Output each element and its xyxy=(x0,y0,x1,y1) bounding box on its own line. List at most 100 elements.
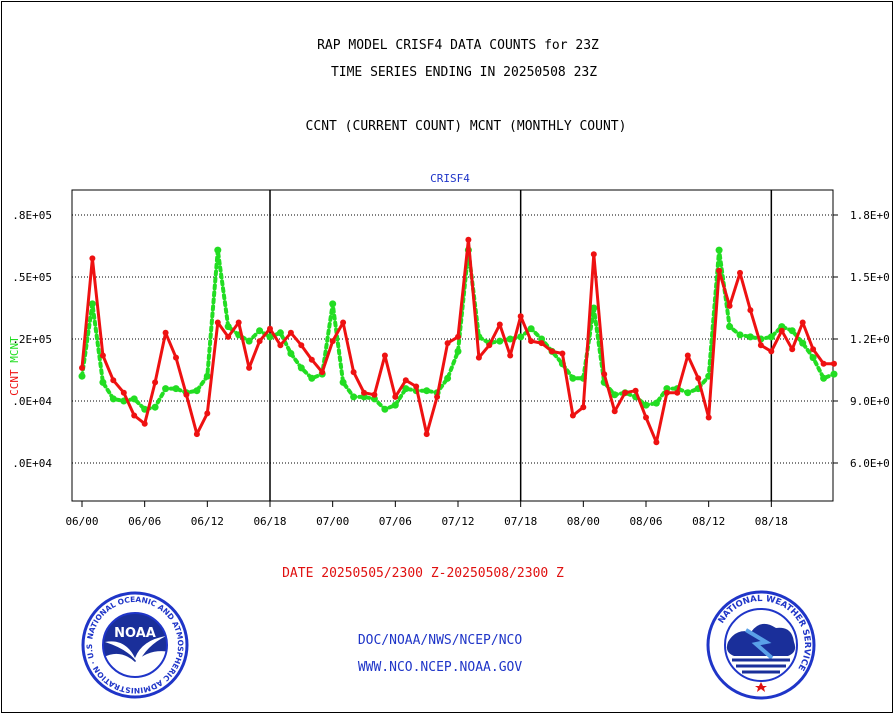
mcnt-data-point xyxy=(214,246,222,254)
mcnt-data-point xyxy=(496,337,504,345)
ccnt-data-point xyxy=(590,251,597,258)
mcnt-data-point xyxy=(652,399,660,407)
ccnt-data-point xyxy=(611,408,618,415)
ccnt-data-point xyxy=(517,313,524,320)
ccnt-data-point xyxy=(99,352,106,359)
ccnt-data-point xyxy=(246,364,253,371)
ccnt-data-point xyxy=(684,352,691,359)
mcnt-data-point xyxy=(527,325,535,333)
x-tick-label: 07/12 xyxy=(441,515,474,528)
ccnt-data-point xyxy=(475,354,482,361)
ccnt-data-point xyxy=(486,342,493,349)
ccnt-data-point xyxy=(737,269,743,276)
ccnt-data-point xyxy=(465,236,472,243)
ccnt-data-point xyxy=(716,267,723,274)
y-left-tick-label: .8E+05 xyxy=(12,209,52,222)
x-tick-label: 08/00 xyxy=(567,515,600,528)
mcnt-data-point xyxy=(256,327,264,335)
mcnt-data-point xyxy=(444,374,452,382)
noaa-logo: NATIONAL OCEANIC AND ATMOSPHERIC ADMINIS… xyxy=(80,590,189,699)
ccnt-data-point xyxy=(319,369,326,376)
mcnt-data-point xyxy=(611,391,619,399)
ccnt-data-point xyxy=(120,389,127,396)
ccnt-data-point xyxy=(528,338,535,345)
ccnt-data-point xyxy=(507,352,514,359)
mcnt-data-point xyxy=(266,333,274,341)
ccnt-data-point xyxy=(193,431,200,438)
ccnt-data-point xyxy=(329,338,336,345)
ccnt-data-point xyxy=(381,352,388,359)
mcnt-data-point xyxy=(308,374,316,382)
ccnt-data-point xyxy=(361,389,367,396)
ccnt-data-point xyxy=(810,346,817,353)
ccnt-data-point xyxy=(757,342,764,349)
ccnt-data-point xyxy=(277,342,284,349)
mcnt-data-point xyxy=(746,333,754,341)
ccnt-data-point xyxy=(413,383,420,390)
x-tick-label: 06/06 xyxy=(128,515,161,528)
noaa-logo-text: NOAA xyxy=(114,626,156,641)
y-right-tick-label: 6.0E+0 xyxy=(850,457,890,470)
y-axis-labels: CCNT MCNT xyxy=(8,336,21,396)
ccnt-data-point xyxy=(340,319,347,326)
ccnt-data-point xyxy=(444,340,451,347)
y-right-tick-label: 1.5E+0 xyxy=(850,271,890,284)
grid-layer xyxy=(72,190,833,501)
ccnt-data-point xyxy=(110,377,117,384)
ccnt-data-point xyxy=(225,333,232,340)
mcnt-data-point xyxy=(130,395,138,403)
mcnt-data-point xyxy=(715,246,723,254)
y-left-tick-label: .5E+05 xyxy=(12,271,52,284)
x-tick-label: 06/12 xyxy=(191,515,224,528)
ccnt-data-point xyxy=(141,420,148,427)
x-tick-label: 08/12 xyxy=(692,515,725,528)
mcnt-data-point xyxy=(736,331,744,339)
ccnt-axis-label: CCNT xyxy=(8,369,21,396)
date-range-label: DATE 20250505/2300 Z-20250508/2300 Z xyxy=(282,566,564,581)
y-left-tick-label: .0E+04 xyxy=(12,457,52,470)
footer-org-text: DOC/NOAA/NWS/NCEP/NCO xyxy=(357,633,523,648)
ccnt-data-point xyxy=(695,375,702,382)
mcnt-data-point xyxy=(162,385,170,393)
ccnt-data-point xyxy=(705,414,712,421)
mcnt-data-point xyxy=(78,372,86,380)
panel-label: CRISF4 xyxy=(430,172,470,185)
ccnt-data-point xyxy=(79,364,85,371)
chart-title-line2: TIME SERIES ENDING IN 20250508 23Z xyxy=(330,65,598,80)
x-tick-label: 07/18 xyxy=(504,515,537,528)
ccnt-data-point xyxy=(402,377,409,384)
axis-layer: .0E+04 6.0E+0 .0E+04 9.0E+0 .2E+05 1.2E+0 .5E+… xyxy=(8,209,890,528)
ccnt-data-point xyxy=(569,412,576,419)
ccnt-data-point xyxy=(423,431,430,438)
ccnt-data-point xyxy=(538,340,545,347)
mcnt-data-point xyxy=(642,401,650,409)
ccnt-data-point xyxy=(371,391,378,398)
ccnt-data-point xyxy=(131,412,138,419)
x-tick-label: 07/00 xyxy=(316,515,349,528)
ccnt-data-point xyxy=(298,342,305,349)
mcnt-data-point xyxy=(820,374,828,382)
mcnt-data-point xyxy=(329,300,337,308)
mcnt-data-point xyxy=(203,372,211,380)
ccnt-data-point xyxy=(287,329,294,336)
ccnt-data-point xyxy=(799,319,806,326)
plot-frame xyxy=(71,189,834,502)
ccnt-data-point xyxy=(653,439,660,446)
chart-title-line1: RAP MODEL CRISF4 DATA COUNTS for 23Z xyxy=(317,38,599,53)
mcnt-data-point xyxy=(454,347,462,355)
mcnt-data-point xyxy=(287,350,295,357)
ccnt-data-point xyxy=(747,307,754,314)
mcnt-data-point xyxy=(506,335,514,343)
mcnt-data-point xyxy=(391,401,399,409)
footer-url-link[interactable]: WWW.NCO.NCEP.NOAA.GOV xyxy=(357,660,523,675)
ccnt-data-point xyxy=(350,369,357,376)
y-left-tick-label: .2E+05 xyxy=(12,333,52,346)
mcnt-data-point xyxy=(517,333,525,341)
x-tick-label: 06/00 xyxy=(65,515,98,528)
x-tick-label: 08/06 xyxy=(629,515,662,528)
ccnt-data-point xyxy=(622,389,629,396)
mcnt-axis-label: MCNT xyxy=(8,336,21,363)
mcnt-data-point xyxy=(830,370,838,378)
y-right-tick-label: 1.2E+0 xyxy=(850,333,890,346)
ccnt-data-point xyxy=(455,333,461,340)
